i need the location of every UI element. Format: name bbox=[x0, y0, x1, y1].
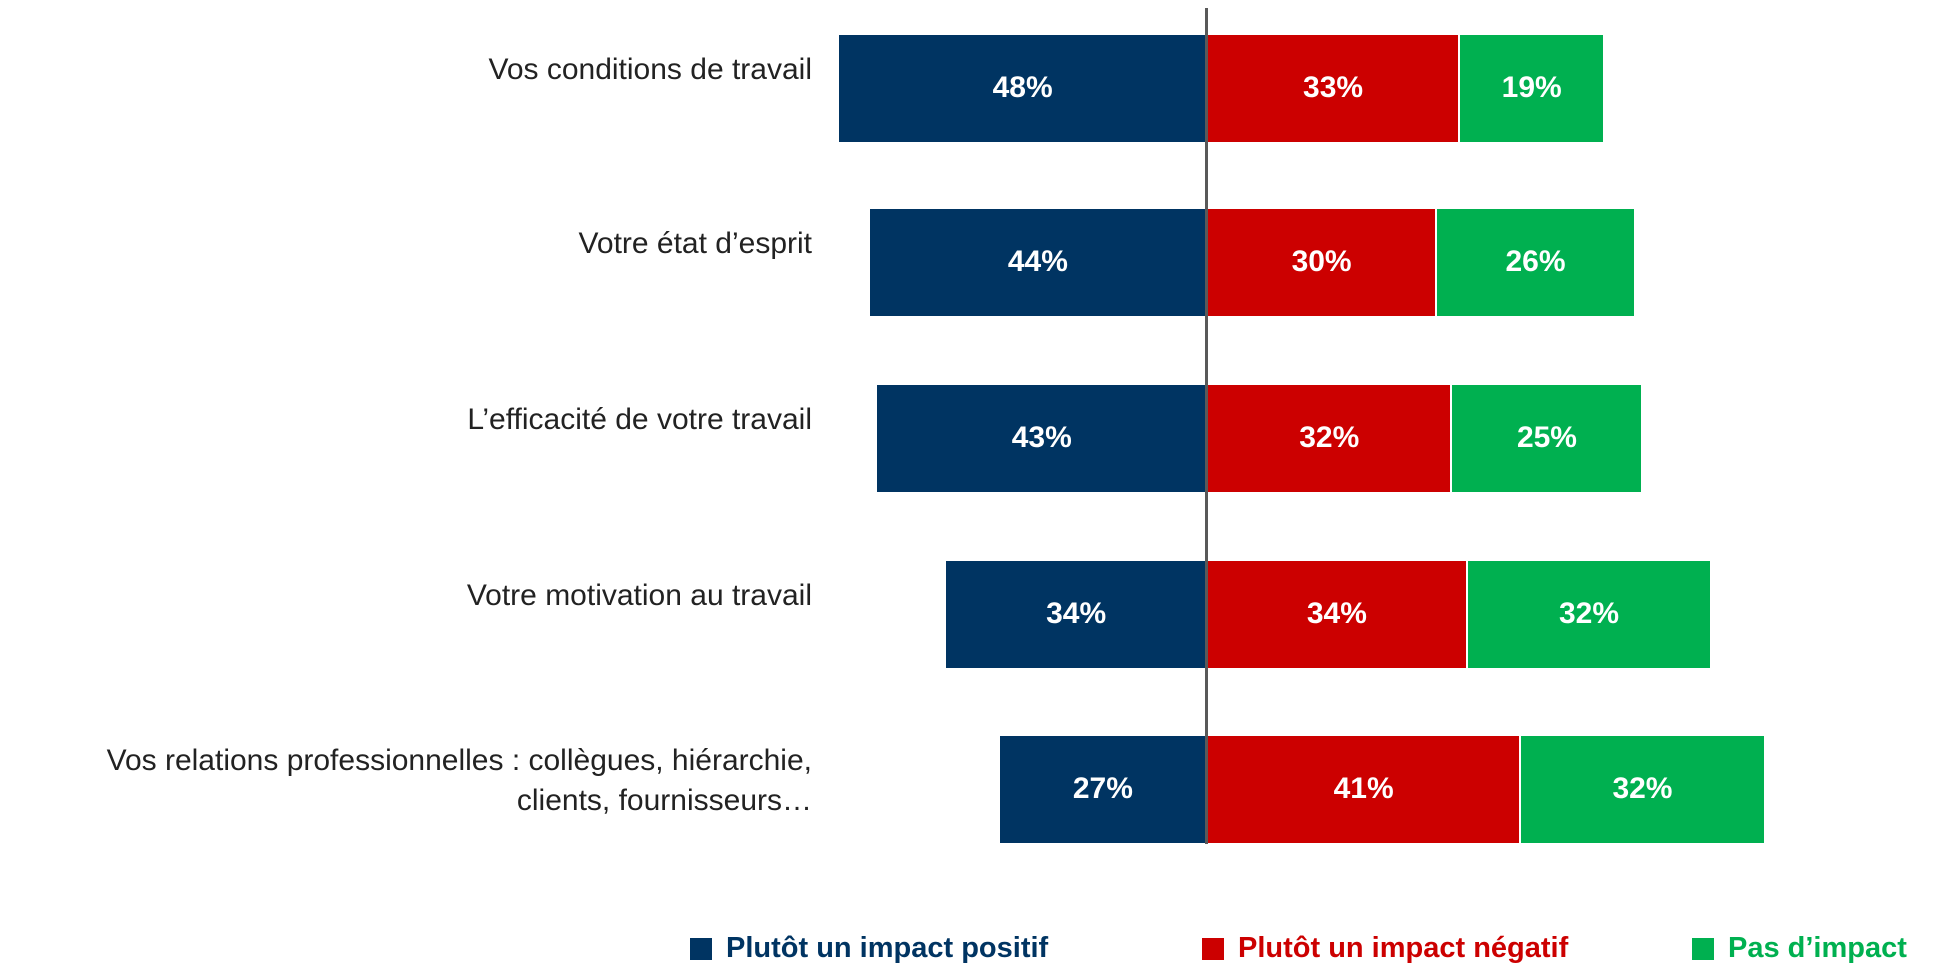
bar: 33% bbox=[1206, 34, 1459, 142]
bar: 41% bbox=[1206, 735, 1520, 843]
bar: 30% bbox=[1206, 208, 1436, 316]
value-label: 27% bbox=[1072, 772, 1133, 805]
center-line bbox=[1204, 8, 1208, 844]
bar: 26% bbox=[1435, 208, 1634, 316]
value-label: 32% bbox=[1558, 597, 1619, 630]
legend-swatch bbox=[690, 937, 712, 960]
value-label: 43% bbox=[1011, 421, 1072, 454]
value-label: 33% bbox=[1303, 71, 1364, 104]
category-label: Votre motivation au travail bbox=[466, 579, 812, 612]
value-label: 32% bbox=[1612, 772, 1673, 805]
bar: 48% bbox=[839, 34, 1206, 142]
value-label: 19% bbox=[1501, 71, 1562, 104]
legend-swatch bbox=[1692, 937, 1714, 960]
bar: 32% bbox=[1519, 735, 1764, 843]
category-label: L’efficacité de votre travail bbox=[467, 403, 812, 436]
category-label: Vos conditions de travail bbox=[488, 53, 812, 86]
bar: 32% bbox=[1206, 384, 1451, 492]
category-label: Votre état d’esprit bbox=[578, 227, 812, 260]
bar: 44% bbox=[869, 208, 1206, 316]
legend-item: Plutôt un impact positif bbox=[690, 932, 1048, 965]
bar: 25% bbox=[1450, 384, 1642, 492]
category-label: Vos relations professionnelles : collègu… bbox=[106, 744, 812, 817]
legend-item: Plutôt un impact négatif bbox=[1202, 932, 1568, 965]
value-label: 32% bbox=[1299, 421, 1360, 454]
value-label: 41% bbox=[1333, 772, 1394, 805]
legend-label: Plutôt un impact positif bbox=[726, 932, 1049, 964]
bar: 34% bbox=[946, 560, 1206, 668]
bar: 43% bbox=[877, 384, 1206, 492]
value-label: 30% bbox=[1291, 245, 1352, 278]
value-label: 44% bbox=[1007, 245, 1068, 278]
bar: 19% bbox=[1458, 34, 1604, 142]
value-label: 48% bbox=[992, 71, 1053, 104]
value-label: 34% bbox=[1306, 597, 1367, 630]
value-label: 26% bbox=[1505, 245, 1566, 278]
legend-item: Pas d’impact bbox=[1692, 932, 1907, 965]
bar: 27% bbox=[999, 735, 1206, 843]
legend-label: Plutôt un impact négatif bbox=[1238, 932, 1569, 964]
legend-label: Pas d’impact bbox=[1728, 932, 1907, 964]
bar: 34% bbox=[1206, 560, 1466, 668]
bar: 32% bbox=[1465, 560, 1711, 668]
value-label: 25% bbox=[1516, 421, 1577, 454]
value-label: 34% bbox=[1046, 597, 1107, 630]
legend-swatch bbox=[1202, 937, 1224, 960]
